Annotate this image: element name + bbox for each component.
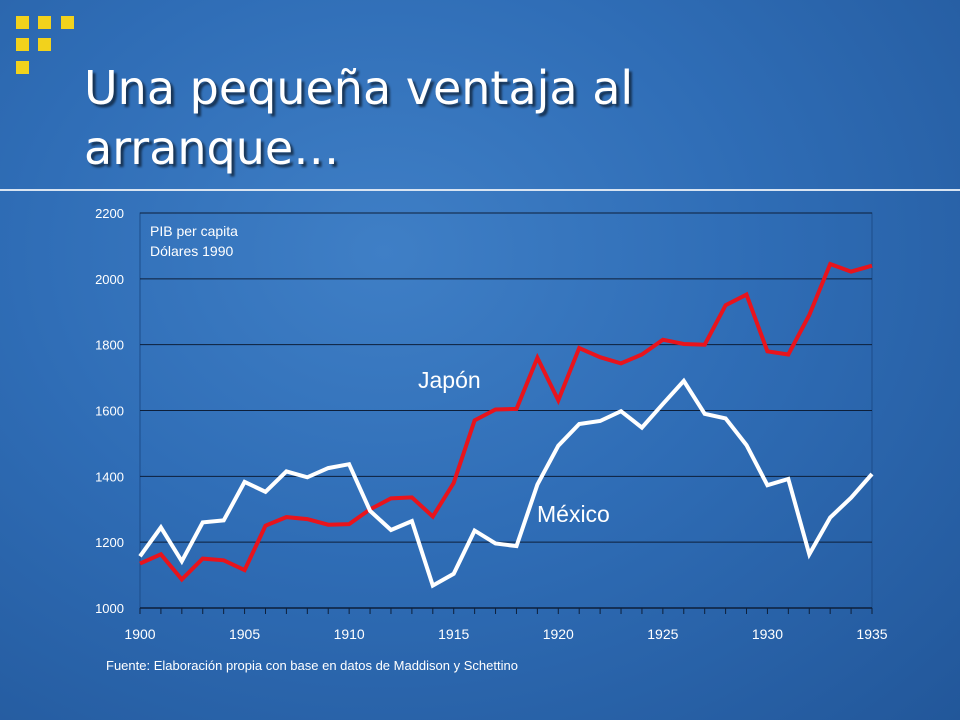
series-label-japon: Japón [418,367,481,393]
series-line-japon [139,261,873,583]
source-note: Fuente: Elaboración propia con base en d… [106,658,518,673]
y-tick-label: 1400 [95,469,124,484]
x-tick-label: 1900 [124,626,155,642]
y-tick-label: 2200 [95,206,124,221]
y-tick-label: 1600 [95,404,124,419]
title-divider [0,189,960,191]
x-tick-label: 1920 [543,626,574,642]
chart-annotation: PIB per capita [150,223,238,239]
y-tick-label: 2000 [95,272,124,287]
y-tick-label: 1000 [95,601,124,616]
slide-title: Una pequeña ventaja al arranque… [84,61,634,175]
x-tick-label: 1910 [334,626,365,642]
x-tick-label: 1935 [856,626,887,642]
x-tick-label: 1930 [752,626,783,642]
series-label-mexico: México [537,501,610,527]
x-tick-label: 1905 [229,626,260,642]
series-line-mexico [138,377,874,589]
x-tick-label: 1925 [647,626,678,642]
x-tick-label: 1915 [438,626,469,642]
y-tick-label: 1200 [95,535,124,550]
y-tick-label: 1800 [95,338,124,353]
chart-annotation: Dólares 1990 [150,243,233,259]
